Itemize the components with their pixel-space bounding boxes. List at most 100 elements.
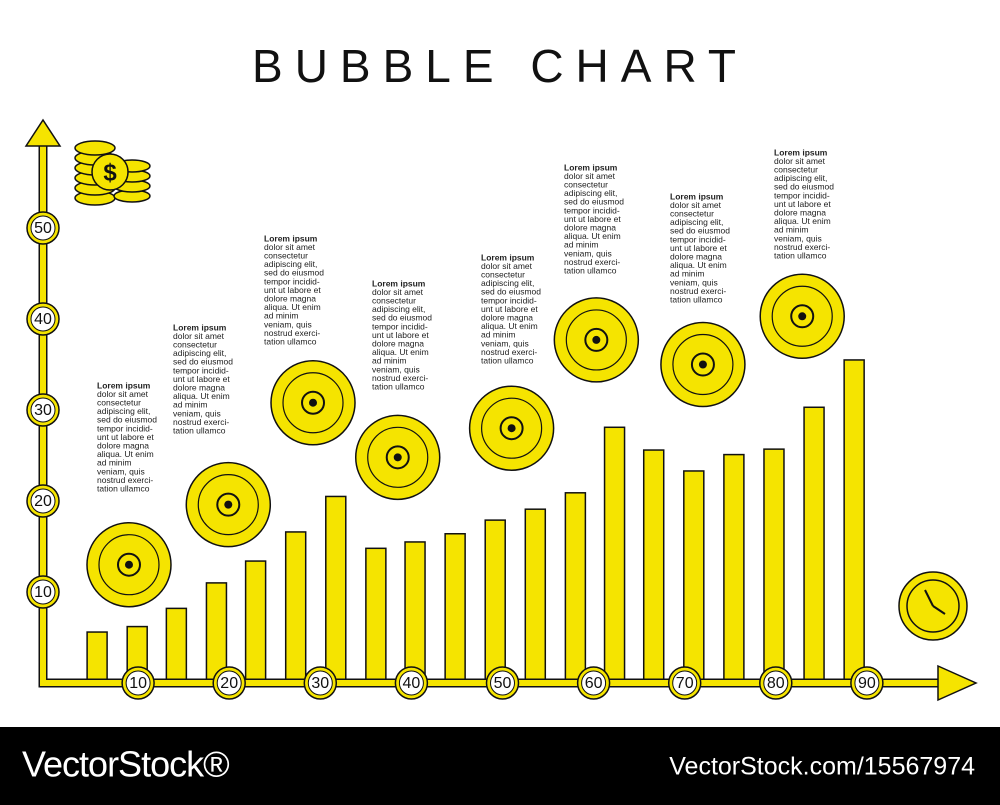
bubble-icon <box>499 416 524 441</box>
annotation-line: nostrud exerci- <box>481 347 537 357</box>
annotation-line: consectetur <box>774 164 818 174</box>
annotation-title: Lorem ipsum <box>173 322 227 332</box>
annotation-line: tation ullamco <box>564 265 617 275</box>
bubble-icon-dot <box>507 424 516 433</box>
annotation-line: adipiscing elit, <box>564 188 617 198</box>
annotation-line: dolor sit amet <box>670 200 722 210</box>
annotation-line: tempor incidid- <box>670 234 726 244</box>
annotation-line: dolore magna <box>173 382 225 392</box>
bar <box>723 453 745 684</box>
annotation-title: Lorem ipsum <box>372 278 426 288</box>
tick-marker-inner <box>30 579 56 605</box>
annotation-line: consectetur <box>564 179 608 189</box>
footer-brand: VectorStock® <box>22 744 229 785</box>
annotation-line: unt ut labore et <box>564 214 621 224</box>
annotation-line: veniam, quis <box>670 277 718 287</box>
tick-marker-inner <box>30 488 56 514</box>
annotation-line: dolor sit amet <box>372 287 424 297</box>
annotation-title: Lorem ipsum <box>481 252 535 262</box>
annotation-line: tation ullamco <box>97 483 150 493</box>
annotation-line: consectetur <box>173 339 217 349</box>
bubble-icon-dot <box>592 335 601 344</box>
annotation-line: dolore magna <box>97 440 149 450</box>
clock-icon <box>898 571 968 641</box>
annotation-line: consectetur <box>670 208 714 218</box>
bubble-icon <box>116 552 141 577</box>
annotation-line: aliqua. Ut enim <box>774 216 831 226</box>
bubble-icon-dot <box>698 360 707 369</box>
annotation-line: adipiscing elit, <box>264 259 317 269</box>
annotation-line: tempor incidid- <box>564 205 620 215</box>
annotation-line: unt ut labore et <box>97 432 154 442</box>
annotation-line: adipiscing elit, <box>670 217 723 227</box>
annotation-line: sed do eiusmod <box>97 415 157 425</box>
annotation-line: adipiscing elit, <box>481 278 534 288</box>
annotation-line: veniam, quis <box>372 364 420 374</box>
annotation-line: unt ut labore et <box>481 304 538 314</box>
annotation-line: nostrud exerci- <box>97 475 153 485</box>
svg-text:$: $ <box>103 159 117 186</box>
tick-label: 80 <box>767 675 785 692</box>
bar <box>803 406 825 684</box>
tick-marker-inner <box>581 670 607 696</box>
annotation-title: Lorem ipsum <box>97 380 151 390</box>
annotation-line: unt ut labore et <box>173 374 230 384</box>
tick-marker-inner <box>30 397 56 423</box>
annotation-line: nostrud exerci- <box>564 257 620 267</box>
annotation-line: aliqua. Ut enim <box>97 449 154 459</box>
tick-label: 90 <box>858 675 876 692</box>
tick-marker-inner <box>490 670 515 696</box>
annotation-line: unt ut labore et <box>774 199 831 209</box>
bar <box>444 533 466 684</box>
annotation-line: tation ullamco <box>173 425 226 435</box>
annotation-line: tempor incidid- <box>372 321 428 331</box>
tick-marker-inner <box>398 670 424 696</box>
annotation-title: Lorem ipsum <box>774 147 828 157</box>
annotation-line: sed do eiusmod <box>372 313 432 323</box>
bar <box>524 508 547 684</box>
bubble-ring <box>98 534 160 596</box>
tick-marker-inner <box>125 670 151 696</box>
bar <box>603 426 626 684</box>
annotation-line: ad minim <box>481 330 515 340</box>
bubble-icon-dot <box>798 312 807 321</box>
tick-label: 10 <box>34 584 52 601</box>
bubble-icon-dot <box>124 560 133 569</box>
coins-icon: $ <box>74 140 151 206</box>
tick-label: 30 <box>34 402 52 419</box>
annotation-title: Lorem ipsum <box>564 162 618 172</box>
annotation-line: dolor sit amet <box>481 261 533 271</box>
bubble-icon-dot <box>309 398 318 407</box>
annotation-line: dolore magna <box>774 207 826 217</box>
annotation-line: veniam, quis <box>564 248 612 258</box>
annotation-line: dolor sit amet <box>97 389 149 399</box>
annotation-line: sed do eiusmod <box>264 268 324 278</box>
bubble-ring <box>367 426 429 488</box>
tick-label: 40 <box>403 675 421 692</box>
annotation-line: tation ullamco <box>774 250 827 260</box>
annotation-line: consectetur <box>481 269 525 279</box>
annotation-line: unt ut labore et <box>264 285 321 295</box>
bubble-ring <box>672 333 734 396</box>
annotation-line: tempor incidid- <box>481 295 537 305</box>
annotation-line: aliqua. Ut enim <box>481 321 538 331</box>
annotation-line: consectetur <box>97 397 141 407</box>
annotation-line: adipiscing elit, <box>774 173 827 183</box>
tick-label: 20 <box>220 675 238 692</box>
annotation-line: dolor sit amet <box>173 331 225 341</box>
footer-url: VectorStock.com/15567974 <box>669 753 975 781</box>
annotation-line: sed do eiusmod <box>564 197 624 207</box>
tick-marker-inner <box>30 215 56 241</box>
annotation-line: tempor incidid- <box>264 276 320 286</box>
annotation-line: sed do eiusmod <box>670 226 730 236</box>
bubble-icon-dot <box>393 453 402 462</box>
annotation-line: nostrud exerci- <box>264 328 320 338</box>
annotation-line: nostrud exerci- <box>372 373 428 383</box>
annotation-line: adipiscing elit, <box>173 348 226 358</box>
bubble-icon <box>385 445 410 470</box>
annotation-line: ad minim <box>173 400 207 410</box>
bar <box>843 359 865 684</box>
bubble-icon <box>301 390 326 415</box>
annotation-line: nostrud exerci- <box>774 242 830 252</box>
annotation-line: dolore magna <box>264 293 316 303</box>
